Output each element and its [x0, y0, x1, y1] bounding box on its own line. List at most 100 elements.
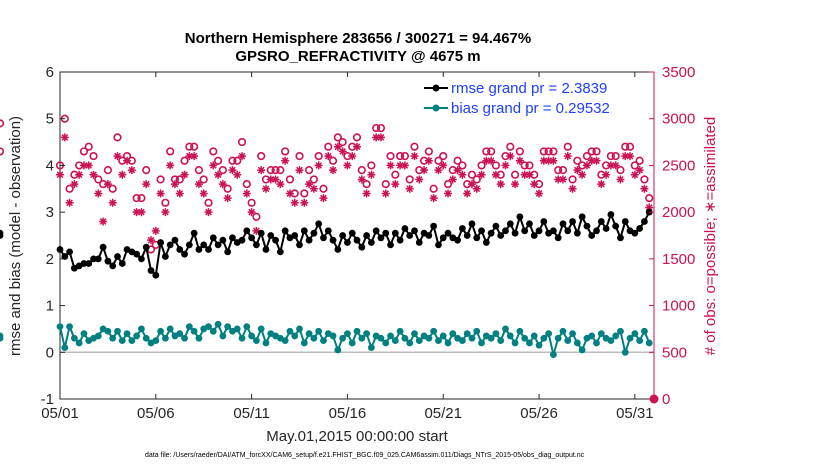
obs-possible-marker: [79, 147, 89, 156]
bias-point: [133, 332, 141, 340]
x-axis-tick-label: 05/31: [616, 405, 654, 422]
bias-point: [497, 337, 505, 345]
bias-point: [214, 320, 222, 328]
rmse-point: [344, 239, 351, 246]
obs-possible-marker: [213, 156, 223, 165]
rmse-point: [310, 229, 318, 237]
obs-assimilated-marker: [309, 184, 318, 193]
chart-subtitle: GPSRO_REFRACTIVITY @ 4675 m: [235, 48, 480, 65]
bias-point: [114, 327, 121, 335]
rmse-point: [305, 236, 313, 244]
bias-point: [262, 339, 270, 347]
rmse-point: [593, 227, 600, 235]
obs-assimilated-marker: [535, 189, 544, 198]
obs-assimilated-marker: [645, 203, 654, 212]
obs-assimilated-marker: [573, 166, 582, 175]
rmse-point: [454, 236, 461, 244]
obs-possible-marker: [625, 142, 635, 151]
obs-assimilated-marker: [448, 175, 457, 184]
obs-possible-marker: [247, 198, 256, 207]
obs-assimilated-marker: [386, 161, 395, 170]
obs-assimilated-marker: [218, 180, 227, 189]
rmse-point: [521, 227, 529, 235]
obs-assimilated-marker: [175, 189, 184, 198]
right-axis-tick-label: 500: [662, 344, 687, 361]
obs-assimilated-marker: [123, 156, 132, 165]
rmse-point: [612, 222, 620, 230]
obs-possible-marker: [218, 166, 227, 175]
rmse-point: [588, 232, 596, 239]
left-axis-tick-label: 3: [46, 204, 54, 221]
bias-point: [502, 325, 509, 333]
rmse-point: [550, 227, 557, 235]
rmse-point: [190, 229, 198, 237]
bias-point: [391, 337, 399, 345]
obs-assimilated-marker: [257, 166, 266, 175]
obs-assimilated-marker: [458, 170, 467, 179]
rmse-point: [583, 222, 591, 230]
rmse-point: [578, 213, 586, 221]
obs-possible-marker: [487, 147, 496, 156]
bias-point: [641, 327, 648, 335]
bias-point: [358, 334, 366, 342]
obs-assimilated-marker: [496, 180, 505, 189]
bias-point: [75, 339, 83, 347]
rmse-point: [631, 229, 639, 237]
rmse-point: [530, 232, 538, 239]
obs-assimilated-marker: [118, 170, 127, 179]
bias-point: [348, 339, 356, 347]
rmse-point: [540, 218, 548, 225]
obs-assimilated-marker: [357, 175, 366, 184]
obs-assimilated-marker: [161, 208, 170, 217]
bias-point: [176, 330, 184, 337]
obs-assimilated-marker: [252, 226, 261, 235]
obs-possible-marker: [228, 156, 237, 165]
obs-assimilated-marker: [520, 170, 529, 179]
rmse-point: [66, 248, 73, 256]
obs-possible-marker: [194, 166, 204, 175]
obs-possible-marker: [453, 156, 462, 165]
bias-point: [540, 334, 548, 342]
obs-assimilated-marker: [587, 156, 596, 165]
obs-assimilated-marker: [439, 161, 448, 170]
x-axis-tick-label: 05/11: [233, 405, 269, 422]
obs-assimilated-marker: [242, 189, 251, 198]
obs-assimilated-marker: [305, 180, 314, 189]
obs-possible-marker: [132, 194, 141, 203]
bias-point: [257, 325, 265, 333]
obs-assimilated-marker: [142, 180, 151, 189]
bias-point: [190, 327, 198, 335]
obs-possible-marker: [439, 151, 448, 161]
obs-assimilated-marker: [214, 170, 223, 179]
bias-point: [526, 339, 533, 347]
obs-assimilated-marker: [314, 161, 323, 170]
bias-point: [597, 330, 605, 337]
obs-assimilated-marker: [261, 184, 270, 193]
obs-possible-marker: [328, 156, 338, 165]
obs-possible-marker: [611, 151, 620, 161]
obs-assimilated-marker: [324, 152, 333, 161]
bias-point: [593, 339, 600, 347]
rmse-point: [238, 236, 246, 244]
obs-possible-marker: [376, 123, 386, 133]
legend-rmse-label: rmse grand pr = 2.3839: [451, 80, 607, 97]
obs-possible-marker: [357, 166, 366, 175]
obs-assimilated-marker: [477, 170, 486, 179]
rmse-point: [185, 241, 193, 249]
left-axis-tick-label: 0: [46, 344, 54, 361]
obs-possible-marker: [161, 198, 170, 207]
x-axis: 05/01 05/06 05/11 05/16 05/21 05/26 05/31: [41, 72, 654, 422]
obs-possible-marker: [640, 175, 649, 184]
obs-assimilated-marker: [434, 166, 443, 175]
rmse-point: [209, 234, 217, 242]
bias-point: [607, 337, 615, 345]
rmse-point: [415, 239, 423, 246]
obs-possible-marker: [443, 180, 453, 189]
obs-assimilated-marker: [453, 166, 462, 175]
obs-possible-marker: [84, 142, 93, 151]
obs-assimilated-marker: [343, 161, 352, 170]
obs-assimilated-marker: [592, 156, 601, 165]
bias-point: [396, 327, 404, 335]
obs-possible-marker: [319, 184, 328, 193]
rmse-point: [430, 222, 438, 230]
